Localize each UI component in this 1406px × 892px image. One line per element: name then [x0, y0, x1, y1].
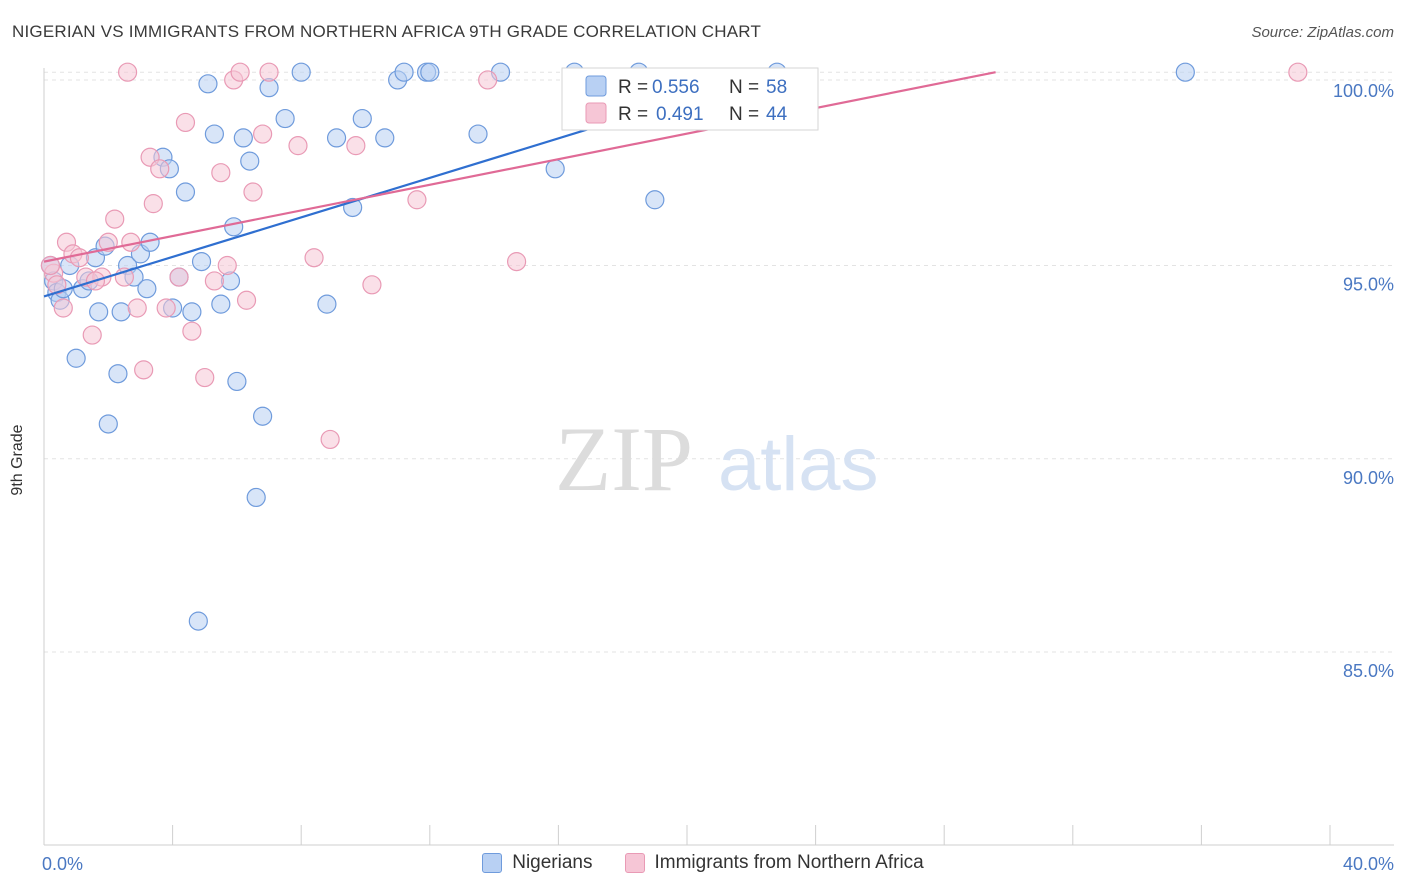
chart-title: NIGERIAN VS IMMIGRANTS FROM NORTHERN AFR… — [12, 22, 762, 41]
bottom-legend: Nigerians Immigrants from Northern Afric… — [0, 852, 1406, 874]
point-immigrants — [243, 182, 263, 202]
legend-n-label: N = — [729, 104, 759, 125]
legend-item-nigerians[interactable]: Nigerians — [482, 852, 593, 874]
point-nigerians — [291, 62, 311, 82]
point-nigerians — [253, 406, 273, 426]
y-tick-label: 90.0% — [1343, 468, 1394, 488]
legend-r-label: R = — [618, 77, 648, 98]
point-immigrants — [1288, 62, 1308, 82]
point-nigerians — [1175, 62, 1195, 82]
point-immigrants — [230, 62, 250, 82]
legend-swatch-nigerians — [585, 75, 607, 97]
y-tick-labels: 100.0% 95.0% 90.0% 85.0% — [1333, 81, 1394, 681]
point-immigrants — [127, 298, 147, 318]
data-points — [40, 62, 1308, 631]
point-nigerians — [545, 159, 565, 179]
x-tick-label-min: 0.0% — [42, 854, 83, 874]
point-nigerians — [111, 302, 131, 322]
point-nigerians — [352, 108, 372, 129]
legend-swatch-immigrants — [624, 853, 645, 873]
point-immigrants — [98, 232, 118, 252]
point-nigerians — [275, 108, 295, 129]
point-nigerians — [375, 128, 395, 148]
point-nigerians — [317, 294, 337, 314]
point-immigrants — [407, 190, 427, 210]
point-immigrants — [143, 194, 163, 214]
point-nigerians — [191, 252, 212, 272]
point-immigrants — [217, 255, 237, 276]
point-nigerians — [326, 128, 347, 148]
point-immigrants — [253, 124, 273, 144]
legend-r-nigerians: 0.556 — [652, 77, 700, 98]
point-nigerians — [420, 62, 440, 82]
point-nigerians — [394, 62, 414, 82]
legend-n-immigrants: 44 — [766, 104, 788, 125]
point-nigerians — [240, 151, 260, 171]
point-immigrants — [134, 360, 154, 380]
legend-box: R = 0.556 N = 58 R = 0.491 N = 44 — [561, 67, 819, 131]
point-immigrants — [346, 136, 366, 156]
point-nigerians — [220, 271, 241, 291]
point-nigerians — [98, 414, 118, 434]
point-nigerians — [66, 348, 86, 368]
legend-n-label: N = — [729, 77, 759, 98]
legend-label-immigrants: Immigrants from Northern Africa — [654, 852, 924, 873]
point-immigrants — [195, 367, 215, 388]
point-nigerians — [182, 302, 202, 322]
point-immigrants — [204, 271, 224, 291]
point-nigerians — [233, 128, 253, 148]
point-immigrants — [236, 290, 257, 310]
point-immigrants — [362, 275, 382, 295]
y-tick-label: 95.0% — [1343, 274, 1394, 294]
point-nigerians — [204, 124, 224, 144]
point-immigrants — [304, 248, 324, 268]
legend-label-nigerians: Nigerians — [512, 852, 593, 873]
legend-n-nigerians: 58 — [766, 77, 787, 98]
point-nigerians — [108, 364, 128, 384]
point-immigrants — [105, 209, 125, 229]
legend-r-immigrants: 0.491 — [656, 104, 704, 125]
point-immigrants — [47, 275, 67, 295]
point-nigerians — [645, 190, 665, 210]
x-tick-label-max: 40.0% — [1343, 854, 1394, 874]
point-immigrants — [320, 429, 340, 450]
point-nigerians — [188, 611, 208, 631]
point-immigrants — [211, 163, 231, 183]
watermark-zip: ZIP — [555, 408, 693, 510]
point-immigrants — [69, 248, 89, 268]
watermark-atlas: atlas — [718, 422, 879, 507]
point-immigrants — [53, 298, 73, 318]
point-immigrants — [182, 321, 202, 341]
point-nigerians — [227, 371, 247, 392]
axes — [43, 68, 1394, 846]
point-immigrants — [169, 267, 189, 287]
point-immigrants — [259, 62, 279, 82]
point-nigerians — [198, 74, 218, 94]
point-immigrants — [478, 70, 498, 90]
point-nigerians — [224, 217, 244, 237]
point-immigrants — [150, 159, 170, 179]
point-immigrants — [82, 325, 102, 345]
point-nigerians — [175, 182, 196, 202]
point-nigerians — [246, 487, 266, 508]
point-immigrants — [117, 62, 138, 82]
legend-swatch-nigerians — [482, 853, 503, 873]
y-tick-label: 100.0% — [1333, 81, 1394, 101]
point-immigrants — [507, 252, 527, 272]
point-immigrants — [288, 136, 308, 156]
point-nigerians — [89, 302, 109, 322]
point-nigerians — [211, 294, 231, 314]
x-tick-labels: 0.0% 40.0% — [42, 854, 1394, 874]
source-label: Source: ZipAtlas.com — [1251, 24, 1394, 41]
point-nigerians — [468, 124, 488, 144]
y-tick-label: 85.0% — [1343, 661, 1394, 681]
legend-item-immigrants[interactable]: Immigrants from Northern Africa — [624, 852, 924, 874]
point-immigrants — [156, 298, 176, 318]
trend-line-immigrants — [43, 71, 996, 263]
legend-swatch-immigrants — [585, 102, 607, 124]
point-immigrants — [175, 112, 196, 133]
legend-r-label: R = — [618, 104, 648, 125]
point-nigerians — [137, 279, 157, 299]
